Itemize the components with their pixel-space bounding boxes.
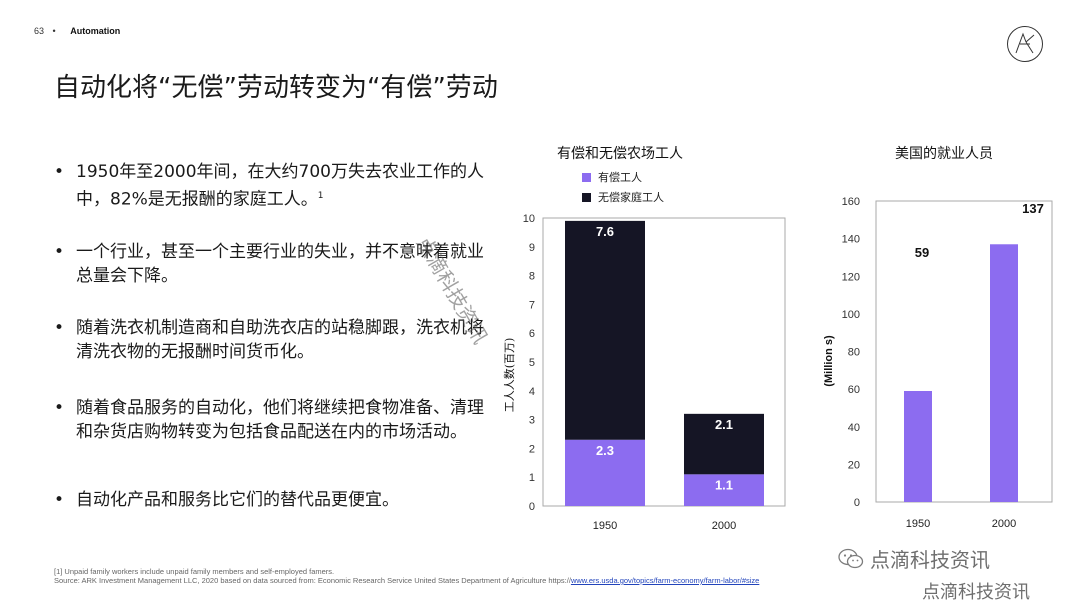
bar <box>990 244 1018 503</box>
legend-label-unpaid: 无偿家庭工人 <box>598 190 664 204</box>
y-tick-label: 7 <box>529 299 535 311</box>
bullet-dot: • <box>54 242 65 262</box>
y-axis-label: (Million s) <box>823 335 835 387</box>
watermark-wechat-text: 点滴科技资讯 <box>870 548 990 572</box>
bullet-text: 随着洗衣机制造商和自助洗衣店的站稳脚跟，洗衣机将清洗衣物的无报酬时间货币化。 <box>76 318 484 362</box>
y-tick-label: 60 <box>848 384 860 396</box>
bullet-text: 一个行业，甚至一个主要行业的失业，并不意味着就业总量会下降。 <box>76 242 484 286</box>
watermark-bottom: 点滴科技资讯 <box>922 582 1030 603</box>
page-number: 63 <box>34 26 45 36</box>
bullet-text: 随着食品服务的自动化，他们将继续把食物准备、清理和杂货店购物转变为包括食品配送在… <box>76 398 484 442</box>
y-tick-label: 100 <box>842 309 860 321</box>
bar-segment <box>565 439 645 506</box>
legend-swatch-paid <box>582 173 591 182</box>
x-tick-label: 1950 <box>593 520 617 532</box>
data-label: 59 <box>915 245 929 260</box>
bar <box>904 391 932 502</box>
x-tick-label: 2000 <box>712 520 736 532</box>
y-tick-label: 9 <box>529 242 535 254</box>
y-tick-label: 40 <box>848 422 860 434</box>
bullet-dot: • <box>54 398 65 418</box>
us-employment-chart: 美国的就业人员 (Million s) 0 20 40 60 80 100 120 140 16… <box>823 146 1053 530</box>
bullet-item: • 1950年至2000年间，在大约700万失去农业工作的人中，82%是无报酬的… <box>54 160 484 212</box>
x-tick-label: 2000 <box>992 518 1016 530</box>
legend-swatch-unpaid <box>582 193 591 202</box>
plot-frame <box>875 200 1053 503</box>
section-label: Automation <box>70 26 121 36</box>
y-tick-label: 0 <box>529 501 535 513</box>
data-label: 2.3 <box>596 443 614 458</box>
y-tick-label: 160 <box>842 196 860 208</box>
y-tick-label: 5 <box>529 357 535 369</box>
bullet-item: • 随着洗衣机制造商和自助洗衣店的站稳脚跟，洗衣机将清洗衣物的无报酬时间货币化。 <box>54 316 484 364</box>
farm-workers-chart: 有偿和无偿农场工人 有偿工人 无偿家庭工人 工人人数(百万) 0 1 2 3 4 5 6 7 8… <box>503 146 786 532</box>
bullet-text: 自动化产品和服务比它们的替代品更便宜。 <box>76 490 399 510</box>
y-tick-label: 2 <box>529 443 535 455</box>
bar-segment <box>684 474 764 506</box>
bullet-item: • 自动化产品和服务比它们的替代品更便宜。 <box>54 488 484 512</box>
plot-frame <box>542 217 786 507</box>
x-tick-label: 1950 <box>906 518 930 530</box>
y-tick-label: 1 <box>529 472 535 484</box>
data-label: 7.6 <box>596 224 614 239</box>
bullet-dot: • <box>54 318 65 338</box>
data-label: 1.1 <box>715 477 733 492</box>
y-tick-label: 3 <box>529 415 535 427</box>
footnote: [1] Unpaid family workers include unpaid… <box>54 567 759 585</box>
bullet-dot: • <box>54 162 65 182</box>
bullet-item: • 随着食品服务的自动化，他们将继续把食物准备、清理和杂货店购物转变为包括食品配… <box>54 396 484 444</box>
chart-title: 有偿和无偿农场工人 <box>557 146 683 162</box>
bullet-dot: • <box>54 490 65 510</box>
footnote-ref: 1 <box>317 191 324 201</box>
y-tick-label: 8 <box>529 271 535 283</box>
bar-segment <box>684 413 764 475</box>
bar-segment <box>565 220 645 440</box>
y-tick-label: 0 <box>854 497 860 509</box>
source-link[interactable]: www.ers.usda.gov/topics/farm-economy/far… <box>570 576 760 585</box>
y-tick-label: 80 <box>848 347 860 359</box>
y-axis-label: 工人人数(百万) <box>503 338 516 413</box>
watermark-wechat: 点滴科技资讯 <box>838 544 990 573</box>
bullet-item: • 一个行业，甚至一个主要行业的失业，并不意味着就业总量会下降。 <box>54 240 484 288</box>
y-tick-label: 10 <box>523 213 535 225</box>
bullet-text: 1950年至2000年间，在大约700万失去农业工作的人中，82%是无报酬的家庭… <box>76 162 484 210</box>
data-label: 2.1 <box>715 417 733 432</box>
data-label: 137 <box>1022 201 1044 216</box>
wechat-icon <box>838 548 864 568</box>
slide-title: 自动化将“无偿”劳动转变为“有偿”劳动 <box>54 73 498 103</box>
y-tick-label: 140 <box>842 234 860 246</box>
header-bar: 63 • Automation <box>34 26 120 36</box>
legend-label-paid: 有偿工人 <box>598 170 642 184</box>
y-tick-label: 6 <box>529 328 535 340</box>
footnote-line: [1] Unpaid family workers include unpaid… <box>54 567 335 576</box>
y-tick-label: 20 <box>848 459 860 471</box>
ark-logo-icon <box>1007 26 1043 62</box>
y-tick-label: 120 <box>842 271 860 283</box>
y-tick-label: 4 <box>529 386 535 398</box>
header-separator: • <box>52 26 56 36</box>
source-text: Source: ARK Investment Management LLC, 2… <box>54 576 571 585</box>
chart-title: 美国的就业人员 <box>895 146 993 162</box>
